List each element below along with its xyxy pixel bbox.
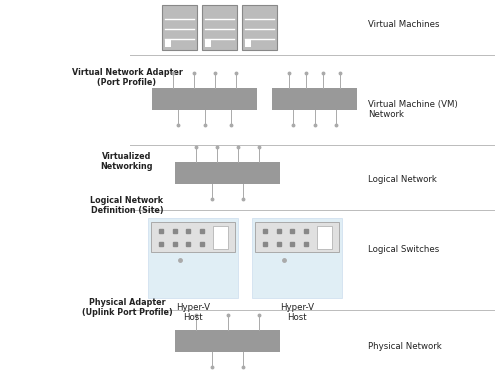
Text: Virtual Network Adapter
(Port Profile): Virtual Network Adapter (Port Profile) [71,68,183,87]
Bar [242,5,277,50]
Bar [205,39,211,47]
Text: Logical Network: Logical Network [368,175,437,184]
Bar [245,39,251,47]
Text: Hyper-V
Host: Hyper-V Host [280,303,314,322]
Text: Logical Network
Definition (Site): Logical Network Definition (Site) [90,196,164,215]
Text: Hyper-V
Host: Hyper-V Host [176,303,210,322]
Bar [252,218,342,298]
Bar [202,5,237,50]
Bar [175,162,280,184]
Bar [162,5,197,50]
Bar [165,39,171,47]
Bar [152,88,257,110]
Text: Logical Switches: Logical Switches [368,245,439,254]
Bar [317,226,332,249]
Text: Virtual Machine (VM)
Network: Virtual Machine (VM) Network [368,100,458,119]
Bar [272,88,357,110]
Bar [175,330,280,352]
Text: Physical Network: Physical Network [368,342,442,351]
Bar [148,218,238,298]
Text: Virtualized
Networking: Virtualized Networking [101,152,153,171]
Bar [151,222,235,252]
Text: Virtual Machines: Virtual Machines [368,20,440,29]
Bar [213,226,228,249]
Bar [255,222,339,252]
Text: Physical Adapter
(Uplink Port Profile): Physical Adapter (Uplink Port Profile) [82,298,172,317]
